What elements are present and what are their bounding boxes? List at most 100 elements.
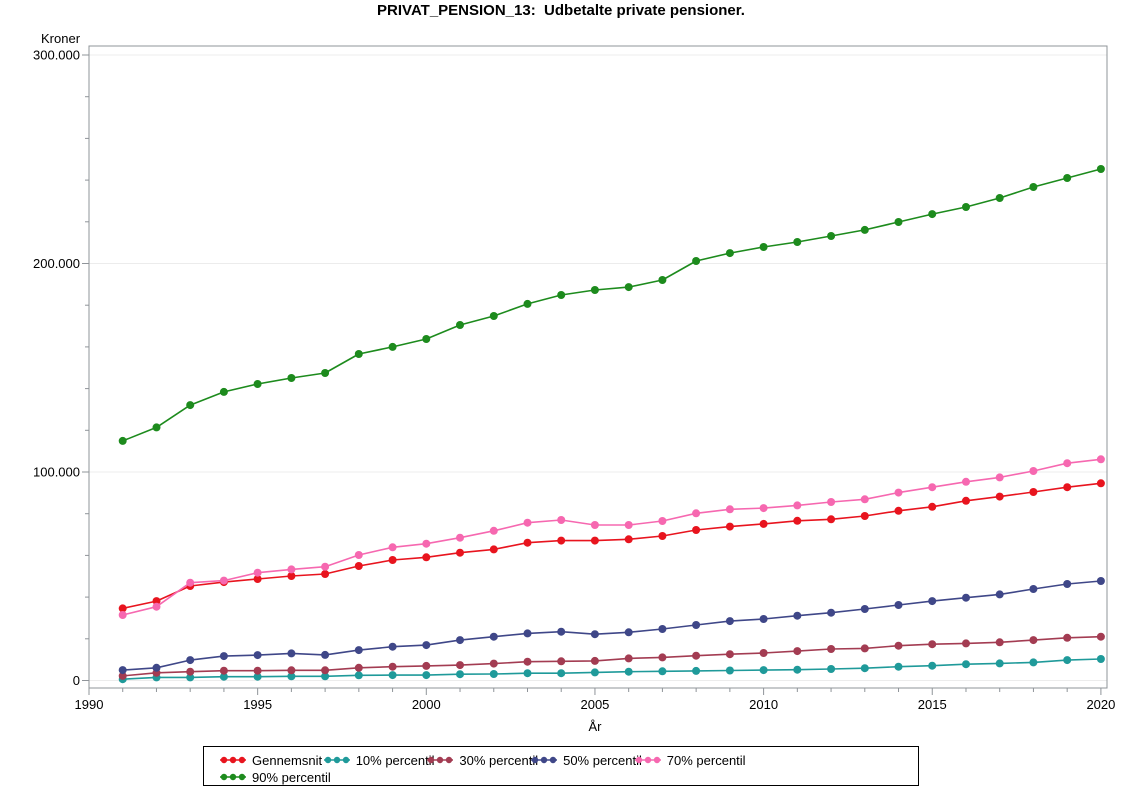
series-point-gennemsnit [995, 492, 1004, 501]
series-point-p50 [118, 666, 127, 675]
series-point-p10 [523, 669, 532, 678]
series-point-p10 [1063, 656, 1072, 665]
series-point-p90 [1029, 183, 1038, 191]
series-point-gennemsnit [118, 604, 127, 613]
series-point-p90 [793, 238, 802, 246]
series-point-p90 [894, 218, 903, 226]
series-point-p70 [388, 543, 397, 552]
series-point-p30 [219, 666, 228, 675]
y-tick-label: 300.000 [33, 48, 80, 63]
series-point-p70 [456, 533, 464, 542]
series-point-p10 [489, 670, 498, 678]
series-point-p10 [793, 665, 802, 674]
series-point-p30 [557, 657, 566, 666]
series-point-p10 [354, 671, 363, 680]
series-point-p70 [759, 504, 768, 513]
series-point-p70 [1063, 459, 1072, 468]
series-point-p30 [658, 653, 667, 662]
series-point-gennemsnit [860, 512, 869, 520]
series-point-gennemsnit [422, 553, 431, 562]
series-point-p70 [624, 521, 633, 529]
series-point-p30 [725, 650, 734, 659]
series-point-p10 [658, 667, 667, 676]
legend: Gennemsnit 10% percentil 30% percentil 50% … [203, 746, 919, 786]
series-point-gennemsnit [321, 570, 330, 578]
series-point-p50 [523, 629, 532, 638]
series-line-gennemsnit [122, 482, 1101, 610]
series-point-p50 [456, 636, 464, 645]
series-point-p70 [962, 477, 970, 486]
series-point-p50 [388, 642, 397, 651]
series-point-p90 [557, 291, 566, 299]
series-point-gennemsnit [152, 597, 161, 606]
series-point-p70 [523, 518, 532, 527]
series-point-p50 [894, 601, 903, 609]
series-point-p50 [489, 632, 498, 641]
series-point-p10 [321, 672, 330, 681]
series-point-p90 [152, 423, 161, 432]
series-point-p30 [624, 654, 633, 663]
series-point-p30 [692, 651, 701, 660]
legend-marker-p10 [323, 756, 350, 764]
series-point-p30 [894, 641, 903, 650]
series-point-p50 [186, 656, 195, 665]
series-line-p70 [122, 458, 1101, 616]
series-point-p90 [995, 194, 1004, 202]
series-point-gennemsnit [725, 522, 734, 531]
x-tick-label: 1995 [243, 697, 272, 712]
series-point-p10 [995, 659, 1004, 668]
legend-entry-p10: 10% percentil [323, 752, 435, 768]
y-tick-label: 0 [73, 673, 80, 688]
series-point-p10 [186, 673, 195, 682]
series-point-p30 [422, 661, 431, 670]
series-point-p50 [354, 646, 363, 655]
series-point-p50 [860, 605, 869, 613]
legend-label: 10% percentil [355, 752, 435, 768]
series-point-p30 [456, 661, 464, 670]
legend-marker-p30 [427, 756, 454, 764]
series-point-p30 [118, 671, 127, 680]
series-point-gennemsnit [928, 502, 937, 511]
x-axis-label: År [588, 719, 602, 734]
x-tick-label: 1990 [75, 697, 104, 712]
plot-border [88, 45, 1108, 689]
chart-title: PRIVAT_PENSION_13: Udbetalte private pen… [377, 2, 745, 19]
series-point-p50 [995, 590, 1004, 599]
series-point-p90 [860, 225, 869, 234]
series-point-gennemsnit [456, 548, 464, 557]
series-point-p30 [354, 663, 363, 672]
legend-label: Gennemsnit [252, 752, 323, 768]
series-point-p90 [658, 276, 667, 284]
series-point-p50 [1096, 577, 1105, 585]
series-point-p70 [928, 483, 937, 492]
series-line-p10 [122, 658, 1101, 680]
series-point-p70 [186, 578, 195, 587]
series-point-gennemsnit [1096, 479, 1105, 488]
series-point-p50 [253, 651, 262, 660]
series-point-gennemsnit [692, 526, 701, 534]
series-point-p30 [1029, 636, 1038, 645]
series-point-gennemsnit [287, 572, 296, 580]
series-point-p50 [759, 615, 768, 623]
x-tick-label: 2015 [918, 697, 947, 712]
legend-entry-p30: 30% percentil [427, 753, 538, 767]
series-point-gennemsnit [253, 575, 262, 583]
series-point-p90 [354, 350, 363, 358]
series-point-gennemsnit [354, 562, 363, 570]
series-point-gennemsnit [523, 538, 532, 547]
y-tick-label: 200.000 [33, 256, 80, 271]
x-tick-label: 2000 [412, 697, 441, 712]
series-point-p50 [1029, 585, 1038, 593]
legend-marker-gennemsnit [220, 756, 246, 764]
series-point-p30 [388, 662, 397, 671]
series-point-gennemsnit [1029, 488, 1038, 496]
series-point-p50 [321, 650, 330, 659]
series-point-p70 [793, 501, 802, 510]
legend-entry-gennemsnit: Gennemsnit [220, 753, 322, 767]
legend-entry-p50: 50% percentil [531, 753, 642, 767]
series-point-gennemsnit [590, 536, 599, 545]
legend-marker-p70 [634, 756, 661, 764]
series-point-p10 [422, 671, 431, 680]
series-point-p70 [995, 473, 1004, 482]
series-point-p70 [692, 509, 701, 518]
